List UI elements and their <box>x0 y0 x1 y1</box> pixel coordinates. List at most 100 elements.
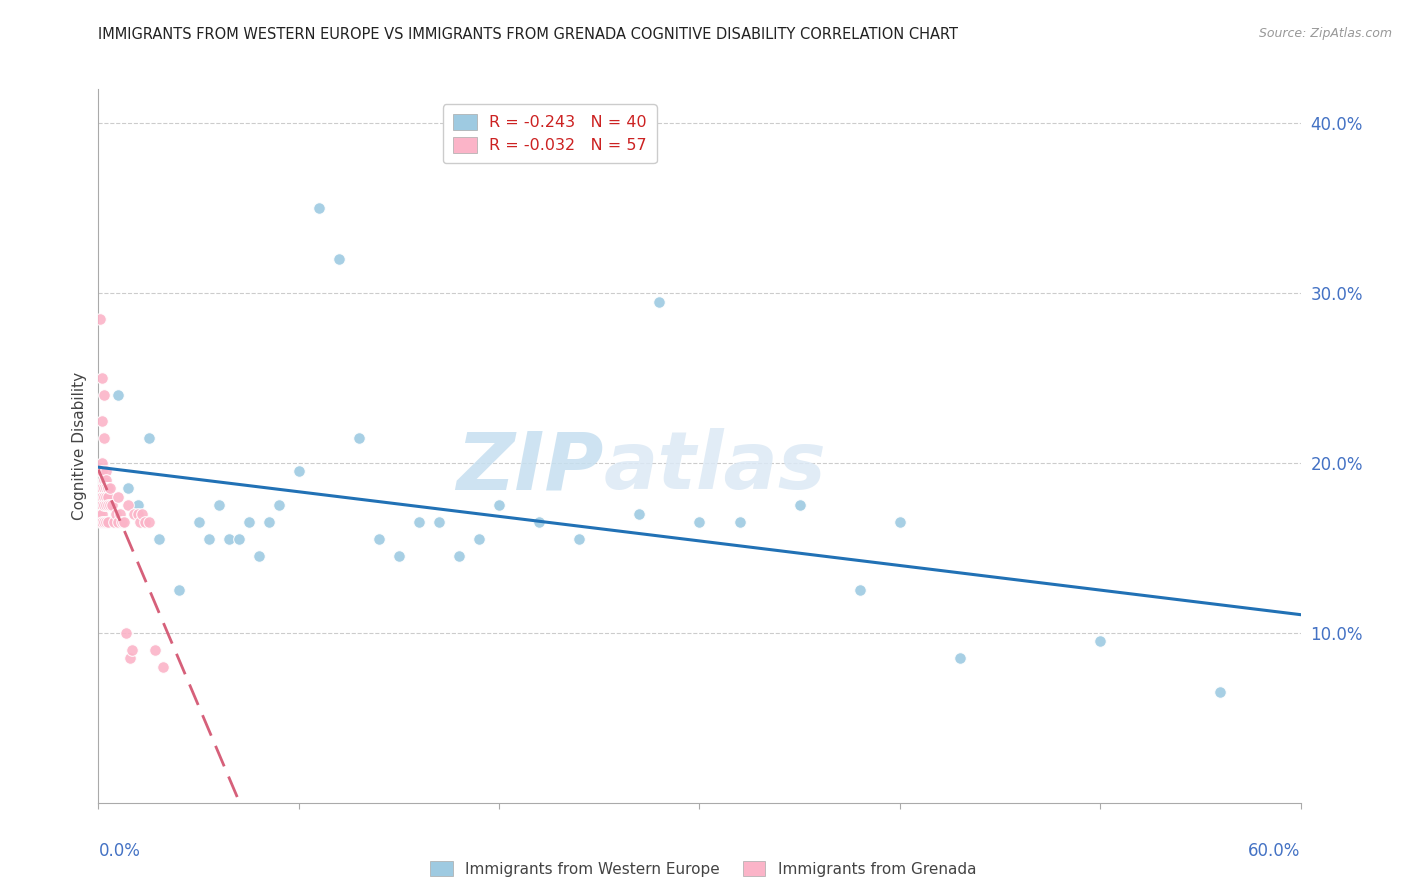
Point <box>89 482 111 496</box>
Point <box>148 533 170 547</box>
Point <box>789 499 811 513</box>
Point <box>93 388 115 402</box>
Point <box>96 465 118 479</box>
Point <box>388 549 411 564</box>
Point <box>100 482 122 496</box>
Point <box>468 533 491 547</box>
Point <box>128 499 150 513</box>
Text: Source: ZipAtlas.com: Source: ZipAtlas.com <box>1258 27 1392 40</box>
Point <box>96 516 118 530</box>
Point <box>89 482 111 496</box>
Point <box>101 499 124 513</box>
Point <box>124 507 146 521</box>
Point <box>91 482 114 496</box>
Point <box>97 499 120 513</box>
Point <box>143 643 166 657</box>
Text: ZIP: ZIP <box>456 428 603 507</box>
Point <box>447 549 470 564</box>
Point <box>96 482 118 496</box>
Text: 0.0%: 0.0% <box>98 842 141 860</box>
Point <box>93 482 115 496</box>
Text: atlas: atlas <box>603 428 827 507</box>
Point <box>117 482 139 496</box>
Point <box>197 533 219 547</box>
Point <box>121 643 143 657</box>
Point <box>105 507 128 521</box>
Point <box>138 430 160 444</box>
Point <box>347 430 370 444</box>
Point <box>91 507 114 521</box>
Point <box>427 516 450 530</box>
Point <box>111 516 134 530</box>
Point <box>949 651 972 665</box>
Point <box>128 507 150 521</box>
Point <box>187 516 209 530</box>
Point <box>167 583 190 598</box>
Point <box>247 549 270 564</box>
Point <box>129 516 152 530</box>
Point <box>568 533 591 547</box>
Point <box>93 499 115 513</box>
Point <box>308 201 330 215</box>
Point <box>115 626 138 640</box>
Point <box>89 516 111 530</box>
Point <box>114 516 136 530</box>
Legend: Immigrants from Western Europe, Immigrants from Grenada: Immigrants from Western Europe, Immigran… <box>422 853 984 884</box>
Point <box>93 430 115 444</box>
Point <box>257 516 280 530</box>
Point <box>238 516 260 530</box>
Text: IMMIGRANTS FROM WESTERN EUROPE VS IMMIGRANTS FROM GRENADA COGNITIVE DISABILITY C: IMMIGRANTS FROM WESTERN EUROPE VS IMMIGR… <box>98 27 959 42</box>
Legend: R = -0.243   N = 40, R = -0.032   N = 57: R = -0.243 N = 40, R = -0.032 N = 57 <box>443 104 657 163</box>
Point <box>267 499 290 513</box>
Point <box>134 516 156 530</box>
Point <box>107 516 129 530</box>
Point <box>228 533 250 547</box>
Point <box>107 388 129 402</box>
Point <box>91 490 114 504</box>
Point <box>131 507 153 521</box>
Point <box>89 311 111 326</box>
Point <box>648 294 671 309</box>
Point <box>689 516 711 530</box>
Point <box>849 583 872 598</box>
Point <box>89 507 111 521</box>
Point <box>93 473 115 487</box>
Point <box>97 516 120 530</box>
Point <box>1088 634 1111 648</box>
Point <box>91 371 114 385</box>
Point <box>91 456 114 470</box>
Point <box>117 499 139 513</box>
Y-axis label: Cognitive Disability: Cognitive Disability <box>72 372 87 520</box>
Point <box>208 499 231 513</box>
Point <box>96 473 118 487</box>
Point <box>93 473 115 487</box>
Point <box>97 482 120 496</box>
Point <box>97 482 120 496</box>
Point <box>529 516 551 530</box>
Point <box>96 490 118 504</box>
Point <box>89 465 111 479</box>
Point <box>728 516 751 530</box>
Point <box>97 482 120 496</box>
Point <box>97 490 120 504</box>
Point <box>628 507 651 521</box>
Point <box>288 465 311 479</box>
Point <box>91 465 114 479</box>
Point <box>100 499 122 513</box>
Text: 60.0%: 60.0% <box>1249 842 1301 860</box>
Point <box>110 507 132 521</box>
Point <box>138 516 160 530</box>
Point <box>488 499 510 513</box>
Point <box>120 651 142 665</box>
Point <box>91 516 114 530</box>
Point <box>368 533 391 547</box>
Point <box>328 252 350 266</box>
Point <box>103 516 125 530</box>
Point <box>1209 685 1232 699</box>
Point <box>889 516 911 530</box>
Point <box>93 516 115 530</box>
Point <box>91 413 114 427</box>
Point <box>89 490 111 504</box>
Point <box>408 516 430 530</box>
Point <box>91 499 114 513</box>
